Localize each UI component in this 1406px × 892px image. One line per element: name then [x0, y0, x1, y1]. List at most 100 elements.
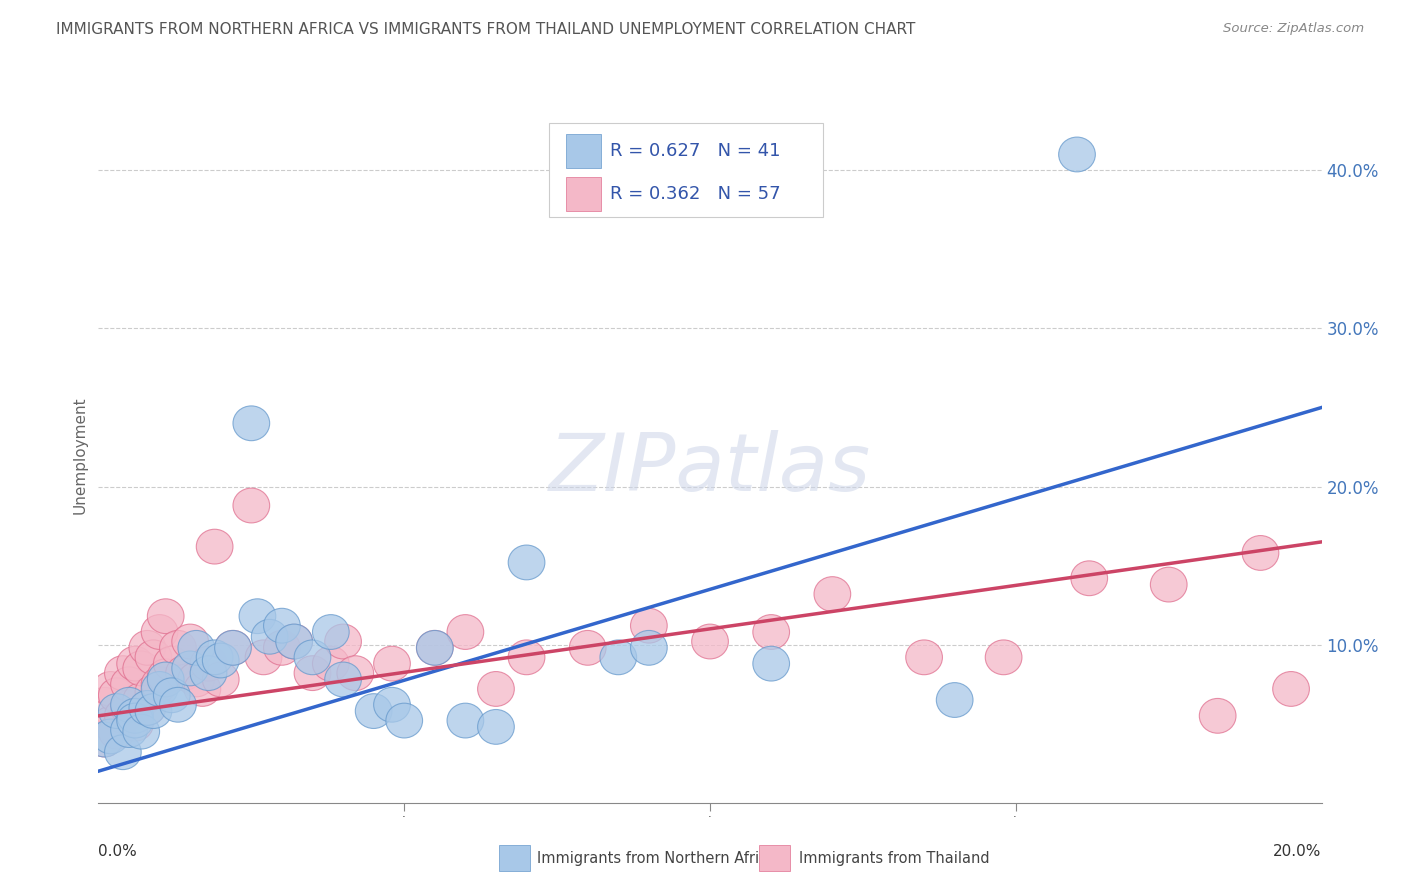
- Ellipse shape: [104, 698, 141, 733]
- Ellipse shape: [153, 678, 190, 713]
- Ellipse shape: [600, 640, 637, 674]
- Ellipse shape: [936, 682, 973, 717]
- Ellipse shape: [117, 698, 153, 733]
- Ellipse shape: [752, 646, 790, 681]
- Text: ZIPatlas: ZIPatlas: [548, 430, 872, 508]
- Ellipse shape: [752, 615, 790, 649]
- Ellipse shape: [122, 651, 160, 686]
- Ellipse shape: [117, 706, 153, 741]
- Ellipse shape: [93, 719, 129, 754]
- Ellipse shape: [478, 672, 515, 706]
- Ellipse shape: [141, 667, 179, 702]
- Ellipse shape: [905, 640, 942, 674]
- Ellipse shape: [129, 690, 166, 725]
- Ellipse shape: [122, 682, 160, 717]
- Ellipse shape: [630, 631, 668, 665]
- Ellipse shape: [294, 656, 330, 690]
- Ellipse shape: [215, 631, 252, 665]
- Ellipse shape: [569, 631, 606, 665]
- Ellipse shape: [374, 646, 411, 681]
- Ellipse shape: [141, 672, 179, 706]
- Ellipse shape: [129, 631, 166, 665]
- Ellipse shape: [111, 667, 148, 702]
- Y-axis label: Unemployment: Unemployment: [72, 396, 87, 514]
- Ellipse shape: [1241, 535, 1279, 570]
- Ellipse shape: [122, 714, 160, 749]
- Ellipse shape: [692, 624, 728, 659]
- Ellipse shape: [148, 659, 184, 694]
- Ellipse shape: [172, 624, 208, 659]
- Text: Immigrants from Northern Africa: Immigrants from Northern Africa: [537, 852, 776, 866]
- Ellipse shape: [141, 615, 179, 649]
- Ellipse shape: [630, 608, 668, 643]
- Ellipse shape: [986, 640, 1022, 674]
- Ellipse shape: [197, 640, 233, 674]
- Ellipse shape: [1059, 137, 1095, 172]
- Ellipse shape: [190, 646, 226, 681]
- Ellipse shape: [135, 694, 172, 729]
- Ellipse shape: [252, 619, 288, 654]
- Ellipse shape: [117, 646, 153, 681]
- Text: R = 0.627   N = 41: R = 0.627 N = 41: [610, 142, 780, 160]
- Ellipse shape: [172, 651, 208, 686]
- Ellipse shape: [312, 615, 349, 649]
- Ellipse shape: [385, 703, 423, 738]
- Ellipse shape: [117, 703, 153, 738]
- Ellipse shape: [160, 688, 197, 723]
- Ellipse shape: [148, 662, 184, 697]
- Ellipse shape: [86, 723, 122, 757]
- Ellipse shape: [184, 672, 221, 706]
- Ellipse shape: [276, 624, 312, 659]
- Ellipse shape: [111, 713, 148, 747]
- Ellipse shape: [312, 646, 349, 681]
- Text: 0.0%: 0.0%: [98, 844, 138, 859]
- Ellipse shape: [135, 674, 172, 709]
- Ellipse shape: [508, 545, 546, 580]
- Text: Immigrants from Thailand: Immigrants from Thailand: [799, 852, 990, 866]
- Ellipse shape: [447, 615, 484, 649]
- Ellipse shape: [508, 640, 546, 674]
- Ellipse shape: [197, 529, 233, 564]
- Ellipse shape: [111, 690, 148, 725]
- Ellipse shape: [104, 656, 141, 690]
- Ellipse shape: [104, 735, 141, 770]
- Ellipse shape: [1150, 567, 1187, 602]
- Ellipse shape: [374, 688, 411, 723]
- Ellipse shape: [148, 599, 184, 633]
- Text: Source: ZipAtlas.com: Source: ZipAtlas.com: [1223, 22, 1364, 36]
- Ellipse shape: [814, 576, 851, 612]
- Ellipse shape: [276, 624, 312, 659]
- Ellipse shape: [294, 640, 330, 674]
- Ellipse shape: [1071, 561, 1108, 596]
- Ellipse shape: [98, 678, 135, 713]
- Text: IMMIGRANTS FROM NORTHERN AFRICA VS IMMIGRANTS FROM THAILAND UNEMPLOYMENT CORRELA: IMMIGRANTS FROM NORTHERN AFRICA VS IMMIG…: [56, 22, 915, 37]
- Ellipse shape: [93, 672, 129, 706]
- Ellipse shape: [233, 406, 270, 441]
- Ellipse shape: [263, 631, 301, 665]
- Ellipse shape: [202, 662, 239, 697]
- Ellipse shape: [190, 656, 226, 690]
- Ellipse shape: [325, 662, 361, 697]
- Ellipse shape: [263, 608, 301, 643]
- Ellipse shape: [93, 706, 129, 741]
- Ellipse shape: [416, 631, 453, 665]
- Ellipse shape: [129, 690, 166, 725]
- Ellipse shape: [179, 662, 215, 697]
- Ellipse shape: [233, 488, 270, 523]
- Text: R = 0.362   N = 57: R = 0.362 N = 57: [610, 185, 780, 202]
- Ellipse shape: [111, 688, 148, 723]
- Ellipse shape: [86, 688, 122, 723]
- Ellipse shape: [447, 703, 484, 738]
- Ellipse shape: [215, 631, 252, 665]
- Text: 20.0%: 20.0%: [1274, 844, 1322, 859]
- Ellipse shape: [356, 694, 392, 729]
- Ellipse shape: [325, 624, 361, 659]
- Ellipse shape: [98, 694, 135, 729]
- Ellipse shape: [416, 631, 453, 665]
- Ellipse shape: [337, 656, 374, 690]
- Ellipse shape: [160, 631, 197, 665]
- Ellipse shape: [153, 646, 190, 681]
- Ellipse shape: [135, 640, 172, 674]
- Ellipse shape: [1199, 698, 1236, 733]
- Ellipse shape: [202, 643, 239, 678]
